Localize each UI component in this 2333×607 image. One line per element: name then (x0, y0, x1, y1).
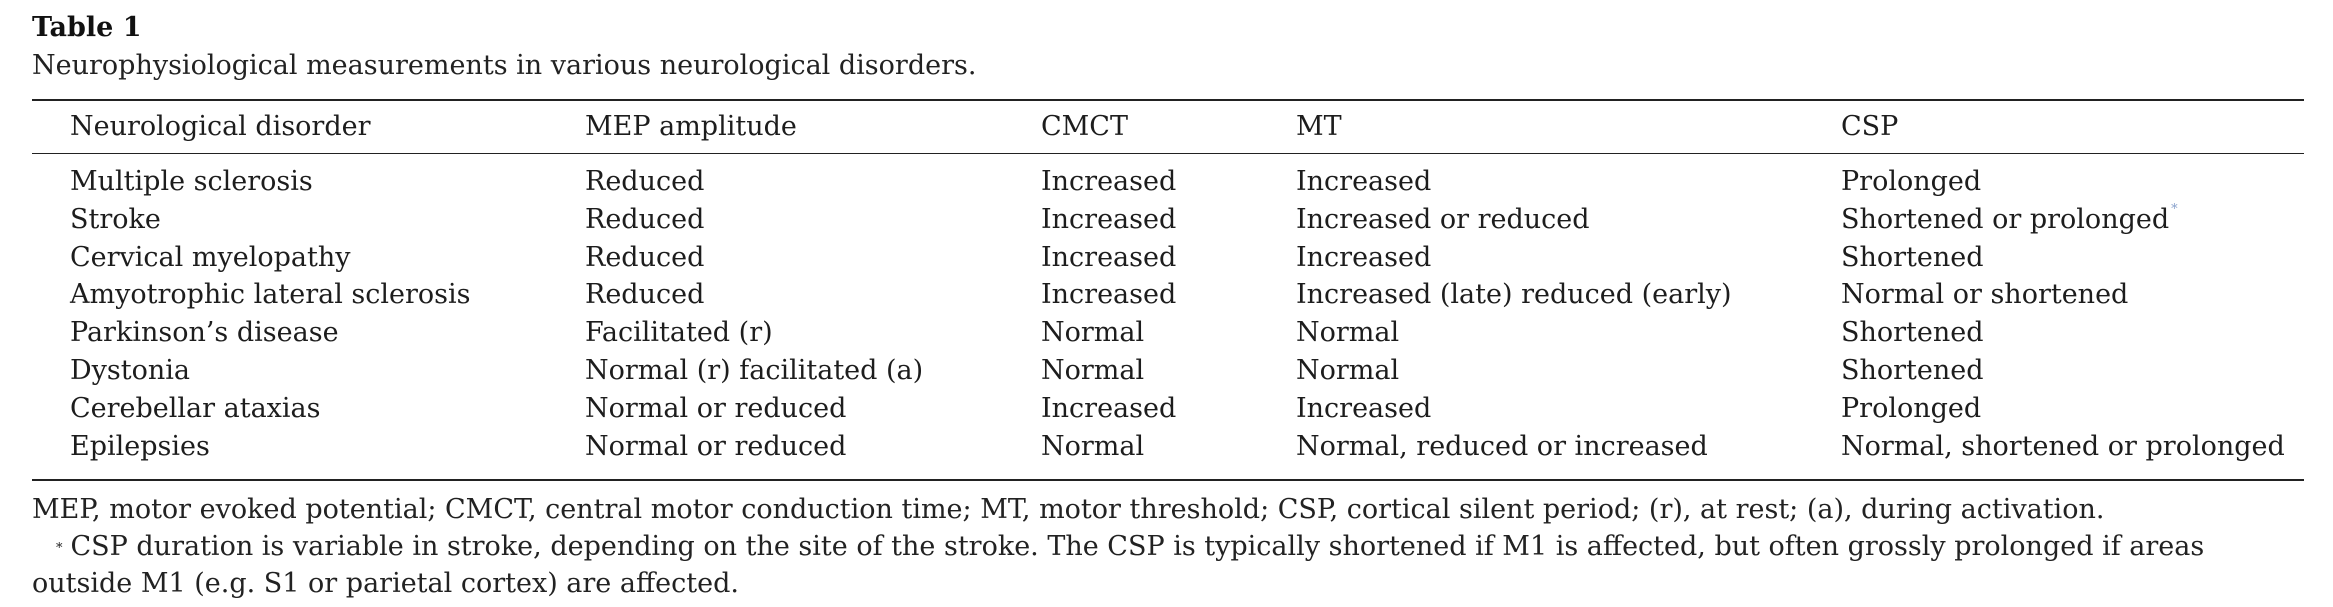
cell-csp: Prolonged (1841, 393, 1981, 424)
cell-text: Stroke (70, 204, 161, 235)
cell-csp: Shortened (1841, 242, 1984, 273)
cell-mep-amplitude: Facilitated (r) (585, 317, 773, 348)
cell-text: Parkinson’s disease (70, 317, 339, 348)
cell-text: Normal (1041, 317, 1145, 348)
footnote-reference-marker[interactable]: * (2171, 202, 2178, 217)
cell-text: Shortened (1841, 355, 1984, 386)
cell-text: Normal (1296, 355, 1400, 386)
cell-cmct: Normal (1041, 431, 1144, 462)
cell-text: Increased or reduced (1296, 204, 1590, 235)
cell-text: Prolonged (1841, 393, 1982, 424)
cell-text: Normal (1296, 317, 1400, 348)
cell-text: Normal (1041, 355, 1145, 386)
cell-cmct: Increased (1041, 166, 1176, 197)
cell-mt: Increased (1296, 166, 1431, 197)
column-header-mt: MT (1296, 111, 1342, 142)
cell-text: Shortened (1841, 242, 1984, 273)
cell-text: Normal, shortened or prolonged (1841, 431, 2285, 462)
cell-disorder: Amyotrophic lateral sclerosis (70, 279, 471, 310)
cell-text: Increased (1041, 204, 1177, 235)
cell-csp: Prolonged (1841, 166, 1981, 197)
footnote: * CSP duration is variable in stroke, dep… (32, 528, 2304, 602)
cell-text: Amyotrophic lateral sclerosis (70, 279, 471, 310)
cell-mep-amplitude: Normal or reduced (585, 431, 846, 462)
cell-text: Reduced (585, 204, 705, 235)
cell-cmct: Increased (1041, 204, 1176, 235)
cell-csp: Shortened or prolonged * (1841, 202, 2178, 235)
cell-text: Dystonia (70, 355, 190, 386)
cell-text: Normal, reduced or increased (1296, 431, 1708, 462)
cell-text: Normal or reduced (585, 431, 847, 462)
bottom-rule (32, 479, 2304, 481)
column-header-mep-amplitude: MEP amplitude (585, 111, 797, 142)
cell-disorder: Stroke (70, 204, 161, 235)
table-label: Table 1 (32, 12, 142, 43)
cell-disorder: Cerebellar ataxias (70, 393, 321, 424)
cell-mt: Increased (1296, 393, 1431, 424)
header-rule (32, 153, 2304, 154)
cell-text: Increased (1296, 166, 1432, 197)
cell-text: Cerebellar ataxias (70, 393, 321, 424)
cell-csp: Normal or shortened (1841, 279, 2128, 310)
cell-disorder: Multiple sclerosis (70, 166, 313, 197)
cell-mep-amplitude: Normal (r) facilitated (a) (585, 355, 923, 386)
cell-text: Cervical myelopathy (70, 242, 351, 273)
footnote-marker: * (56, 541, 63, 556)
cell-text: Increased (1296, 393, 1432, 424)
cell-cmct: Increased (1041, 393, 1176, 424)
cell-cmct: Increased (1041, 279, 1176, 310)
cell-mt: Normal, reduced or increased (1296, 431, 1708, 462)
cell-disorder: Parkinson’s disease (70, 317, 339, 348)
column-header-cmct: CMCT (1041, 111, 1128, 142)
cell-text: Epilepsies (70, 431, 210, 462)
cell-csp: Shortened (1841, 317, 1984, 348)
cell-text: Increased (1296, 242, 1432, 273)
cell-mt: Normal (1296, 355, 1399, 386)
cell-csp: Normal, shortened or prolonged (1841, 431, 2285, 462)
cell-text: Normal (1041, 431, 1145, 462)
cell-text: Increased (1041, 166, 1177, 197)
cell-text: Increased (1041, 242, 1177, 273)
cell-mt: Increased (1296, 242, 1431, 273)
cell-text: Increased (1041, 279, 1177, 310)
cell-text: Shortened (1841, 317, 1984, 348)
cell-csp: Shortened (1841, 355, 1984, 386)
cell-text: Prolonged (1841, 166, 1982, 197)
cell-disorder: Epilepsies (70, 431, 210, 462)
cell-disorder: Dystonia (70, 355, 190, 386)
cell-mep-amplitude: Reduced (585, 166, 704, 197)
cell-text: Reduced (585, 242, 705, 273)
cell-text: Increased (1041, 393, 1177, 424)
cell-mep-amplitude: Reduced (585, 242, 704, 273)
cell-mt: Normal (1296, 317, 1399, 348)
cell-text: Multiple sclerosis (70, 166, 313, 197)
cell-text: Normal or reduced (585, 393, 847, 424)
column-header-csp: CSP (1841, 111, 1899, 142)
cell-text: Shortened or prolonged (1841, 204, 2170, 235)
cell-text: Reduced (585, 166, 705, 197)
cell-mep-amplitude: Reduced (585, 204, 704, 235)
cell-mt: Increased (late) reduced (early) (1296, 279, 1732, 310)
abbreviations-note: MEP, motor evoked potential; CMCT, centr… (32, 494, 2105, 525)
footnote-text: CSP duration is variable in stroke, depe… (32, 531, 2205, 599)
cell-text: Normal (r) facilitated (a) (585, 355, 924, 386)
cell-text: Reduced (585, 279, 705, 310)
column-header-disorder: Neurological disorder (70, 111, 371, 142)
cell-cmct: Normal (1041, 317, 1144, 348)
cell-text: Normal or shortened (1841, 279, 2129, 310)
cell-cmct: Increased (1041, 242, 1176, 273)
table-caption: Neurophysiological measurements in vario… (32, 50, 977, 81)
cell-mep-amplitude: Reduced (585, 279, 704, 310)
cell-cmct: Normal (1041, 355, 1144, 386)
cell-text: Increased (late) reduced (early) (1296, 279, 1732, 310)
cell-mt: Increased or reduced (1296, 204, 1590, 235)
table-notes: MEP, motor evoked potential; CMCT, centr… (32, 491, 2304, 602)
cell-text: Facilitated (r) (585, 317, 773, 348)
top-rule (32, 99, 2304, 101)
cell-disorder: Cervical myelopathy (70, 242, 350, 273)
cell-mep-amplitude: Normal or reduced (585, 393, 846, 424)
